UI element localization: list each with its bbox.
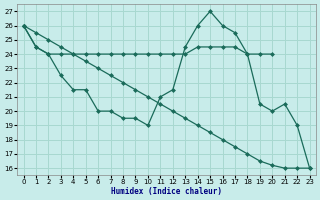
X-axis label: Humidex (Indice chaleur): Humidex (Indice chaleur) (111, 187, 222, 196)
